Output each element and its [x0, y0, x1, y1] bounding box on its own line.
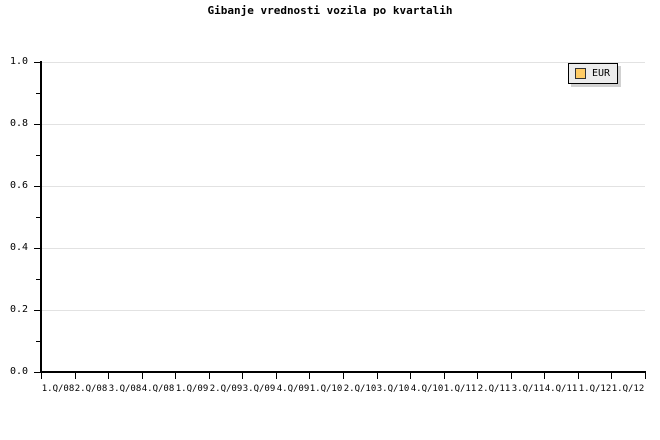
- plot-area: [41, 62, 645, 373]
- x-tick-6: [242, 373, 243, 379]
- x-tick-end: [645, 373, 646, 379]
- x-tick-15: [544, 373, 545, 379]
- x-tick-12: [444, 373, 445, 379]
- x-tick-5: [209, 373, 210, 379]
- gridline-y-4: [41, 124, 645, 125]
- x-tick-label-9: 2.Q/10: [343, 384, 377, 394]
- x-tick-4: [175, 373, 176, 379]
- x-tick-14: [511, 373, 512, 379]
- y-axis-line: [40, 61, 42, 373]
- y-tick-minor-0: [36, 341, 41, 342]
- y-tick-major-0: [34, 372, 41, 373]
- y-tick-major-5: [34, 62, 41, 63]
- x-tick-label-4: 1.Q/09: [175, 384, 209, 394]
- chart-title: Gibanje vrednosti vozila po kvartalih: [207, 4, 453, 17]
- chart-legend[interactable]: EUR: [568, 63, 619, 84]
- x-tick-label-11: 4.Q/10: [410, 384, 444, 394]
- gridline-y-2: [41, 248, 645, 249]
- y-tick-label-0: 0.0: [9, 366, 28, 377]
- x-tick-label-7: 4.Q/09: [276, 384, 310, 394]
- y-tick-minor-4: [36, 93, 41, 94]
- gridline-y-3: [41, 186, 645, 187]
- y-tick-label-1: 0.2: [9, 304, 28, 315]
- x-tick-17: [611, 373, 612, 379]
- y-tick-label-2: 0.4: [9, 242, 28, 253]
- x-tick-8: [309, 373, 310, 379]
- legend-label-eur: EUR: [592, 68, 611, 79]
- x-tick-label-15: 4.Q/11: [544, 384, 578, 394]
- y-tick-major-4: [34, 124, 41, 125]
- x-tick-label-1: 2.Q/08: [74, 384, 108, 394]
- y-tick-major-2: [34, 248, 41, 249]
- x-tick-3: [142, 373, 143, 379]
- x-tick-7: [276, 373, 277, 379]
- x-tick-label-8: 1.Q/10: [309, 384, 343, 394]
- legend-swatch-eur-icon: [575, 68, 586, 79]
- y-tick-minor-3: [36, 155, 41, 156]
- y-tick-major-3: [34, 186, 41, 187]
- x-tick-16: [578, 373, 579, 379]
- x-tick-label-6: 3.Q/09: [242, 384, 276, 394]
- gridline-y-5: [41, 62, 645, 63]
- x-tick-label-2: 3.Q/08: [108, 384, 142, 394]
- y-tick-major-1: [34, 310, 41, 311]
- y-tick-minor-2: [36, 217, 41, 218]
- x-tick-label-13: 2.Q/11: [477, 384, 511, 394]
- x-tick-label-17: 1.Q/12: [611, 384, 645, 394]
- x-tick-1: [75, 373, 76, 379]
- x-tick-0: [41, 373, 42, 379]
- x-tick-11: [410, 373, 411, 379]
- x-tick-label-16: 1.Q/12: [578, 384, 612, 394]
- x-tick-label-10: 3.Q/10: [376, 384, 410, 394]
- y-tick-label-5: 1.0: [9, 56, 28, 67]
- gridline-y-1: [41, 310, 645, 311]
- x-tick-9: [343, 373, 344, 379]
- x-tick-13: [477, 373, 478, 379]
- x-tick-label-12: 1.Q/11: [443, 384, 477, 394]
- x-tick-label-3: 4.Q/08: [141, 384, 175, 394]
- x-tick-label-0: 1.Q/08: [41, 384, 75, 394]
- y-tick-minor-1: [36, 279, 41, 280]
- x-tick-label-14: 3.Q/11: [511, 384, 545, 394]
- y-tick-label-3: 0.6: [9, 180, 28, 191]
- y-tick-label-4: 0.8: [9, 118, 28, 129]
- x-tick-2: [108, 373, 109, 379]
- x-tick-label-5: 2.Q/09: [209, 384, 243, 394]
- x-tick-10: [377, 373, 378, 379]
- x-axis-line: [40, 371, 646, 373]
